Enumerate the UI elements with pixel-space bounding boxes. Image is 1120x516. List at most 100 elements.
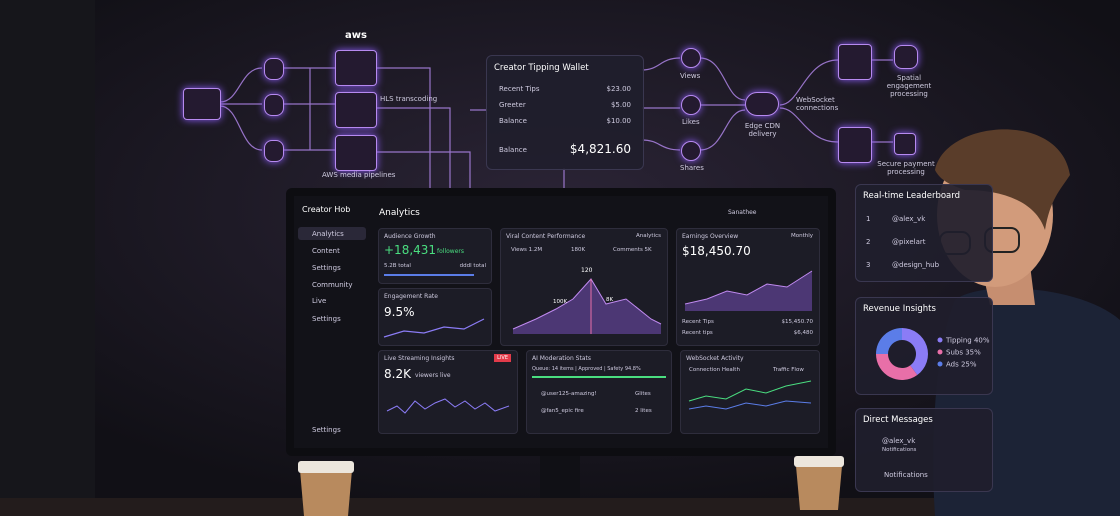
nav-item[interactable]: Settings [312,264,341,272]
message-sub: Notifications [882,447,917,453]
globe-node [681,95,701,115]
moderation-card: AI Moderation Stats Queue: 14 items | Ap… [526,350,672,434]
donut-chart: Tipping 40% Subs 35% Ads 25% [876,328,990,380]
donut-slice [902,328,928,376]
server-node [838,127,872,163]
brand: Creator Hob [302,205,351,214]
card-title: AI Moderation Stats [532,355,591,362]
progress [532,376,666,378]
engagement-card: Engagement Rate 9.5% [378,288,492,346]
wallet-row-value: $5.00 [610,101,631,109]
card-title: Real-time Leaderboard [863,191,960,201]
aws-node [335,92,377,128]
card-unit: viewers live [415,372,451,379]
dashboard: Creator Hob Analytics Content Settings C… [294,196,828,448]
stat: 180K [571,247,586,253]
desk [0,498,1120,516]
wallet-title: Creator Tipping Wallet [494,63,589,73]
username: @pixelart [892,238,926,246]
diagram-links [219,57,893,195]
point-label: 8K [606,297,614,303]
rank: 2 [866,238,871,246]
card-sub: dddl total [459,263,486,269]
revenue-card: Revenue Insights Tipping 40% Subs 35% Ads … [855,297,993,395]
wallet-row-value: $23.00 [606,85,632,93]
progress [384,274,474,276]
legend-dot [937,361,943,367]
cup-lid [298,461,354,473]
username: @alex_vk [882,437,916,445]
storage-node [264,140,284,162]
monitor-stand [540,455,580,503]
legend: Traffic Flow [773,367,804,373]
nav-item[interactable]: Content [312,247,340,255]
row-value: $6,480 [793,330,813,336]
queue: Queue: 14 items | Approved | Safety 94.8… [532,366,641,372]
aws-logo: aws [345,30,367,41]
card-value: 9.5% [384,305,415,319]
peak-label: 120 [581,267,593,274]
card-filter[interactable]: Monthly [790,233,813,239]
live-card: Live Streaming Insights LIVE 8.2K viewer… [378,350,518,434]
acoustic-panel [0,0,95,516]
nav-item[interactable]: Analytics [312,230,344,238]
nav-item[interactable]: Settings [312,426,341,434]
audience-card: Audience Growth +18,431 followers 5.2B t… [378,228,492,284]
nav-active [298,227,366,240]
card-title: Audience Growth [384,233,436,240]
wallet-row-label: Greeter [499,101,526,109]
card-sub: 5.2B total [384,263,411,269]
diagram-label: HLS transcoding [380,95,438,103]
nav-item[interactable]: Live [312,297,327,305]
username: @alex_vk [892,215,926,223]
notifications[interactable]: Notifications [884,471,928,479]
diagram-label: AWS media pipelines [322,171,396,179]
legend-label: Tipping 40% [945,337,990,345]
row-label: Recent tips [682,330,713,336]
page-header: Analytics [379,208,420,218]
diagram-label: Spatial engagement processing [886,74,932,98]
diagram-label: Edge CDN delivery [744,122,781,138]
card-value: 8.2K [384,367,411,381]
nav-item[interactable]: Community [312,281,353,289]
diagram-label: Secure payment processing [877,160,935,176]
socket-card: WebSocket Activity Connection Health Tra… [680,350,820,434]
sparkline [383,318,485,338]
row-value: $15,450.70 [781,319,814,325]
nav-item[interactable]: Settings [312,315,341,323]
person-hair [935,129,1070,230]
card-title: Engagement Rate [384,293,438,300]
aws-node [335,50,377,86]
wallet-total-label: Balance [499,146,527,154]
card-title: Viral Content Performance [506,233,586,240]
cup-right [796,466,842,510]
legend-label: Subs 35% [946,349,981,357]
user-menu[interactable]: Sanathee [728,209,757,216]
mod-count: Glites [635,391,651,397]
globe-node [681,48,701,68]
wallet-card: Creator Tipping Wallet Recent Tips $23.0… [486,55,644,170]
mod-item: @fan5_epic fire [541,408,584,414]
wallet-total: $4,821.60 [569,142,631,156]
rank: 1 [866,215,871,223]
mod-count: 2 lites [635,408,652,414]
aws-node [335,135,377,171]
card-title: WebSocket Activity [686,355,744,362]
card-title: Direct Messages [863,415,933,425]
mod-item: @user125-amazing! [541,391,597,397]
server-node [838,44,872,80]
diagram-label: WebSocket connections [796,96,839,112]
card-unit: followers [437,248,464,255]
stat: Comments 5K [613,247,652,253]
donut-slice [876,328,902,354]
diagram-label: Views [680,72,701,80]
card-title: Earnings Overview [682,233,739,240]
card-filter[interactable]: Analytics [636,233,661,239]
wallet-row-label: Recent Tips [499,85,540,93]
messages-card: Direct Messages @alex_vk Notifications N… [855,408,993,492]
donut-slice [876,354,918,380]
diagram-label: Shares [680,164,704,172]
card-value: $18,450.70 [682,244,751,258]
row-label: Recent Tips [682,319,714,325]
